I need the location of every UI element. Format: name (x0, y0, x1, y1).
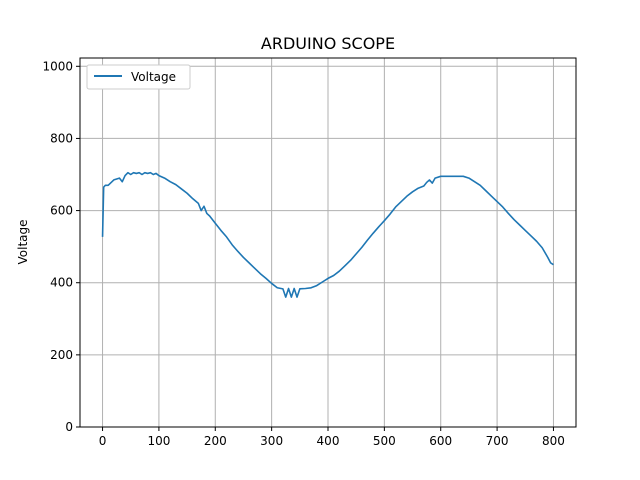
chart-title: ARDUINO SCOPE (261, 34, 395, 53)
x-tick-label: 400 (317, 434, 340, 448)
x-tick-label: 300 (260, 434, 283, 448)
x-tick-label: 100 (147, 434, 170, 448)
x-tick-label: 800 (542, 434, 565, 448)
series-layer (101, 171, 554, 298)
grid (80, 58, 576, 428)
y-axis-label: Voltage (16, 219, 30, 264)
x-axis: 0 100 200 300 400 500 600 700 800 (99, 427, 565, 448)
y-tick-label: 1000 (42, 59, 73, 73)
legend: Voltage (86, 64, 191, 90)
series-line-voltage (101, 171, 554, 298)
x-tick-label: 0 (99, 434, 107, 448)
y-tick-label: 800 (50, 131, 73, 145)
y-axis: 0 200 400 600 800 1000 (42, 59, 80, 434)
y-tick-label: 400 (50, 276, 73, 290)
x-tick-label: 700 (486, 434, 509, 448)
x-tick-label: 500 (373, 434, 396, 448)
y-tick-label: 600 (50, 204, 73, 218)
legend-box (86, 64, 191, 90)
y-tick-label: 0 (65, 420, 73, 434)
x-tick-label: 600 (429, 434, 452, 448)
x-tick-label: 200 (204, 434, 227, 448)
legend-label: Voltage (131, 70, 176, 84)
y-tick-label: 200 (50, 348, 73, 362)
